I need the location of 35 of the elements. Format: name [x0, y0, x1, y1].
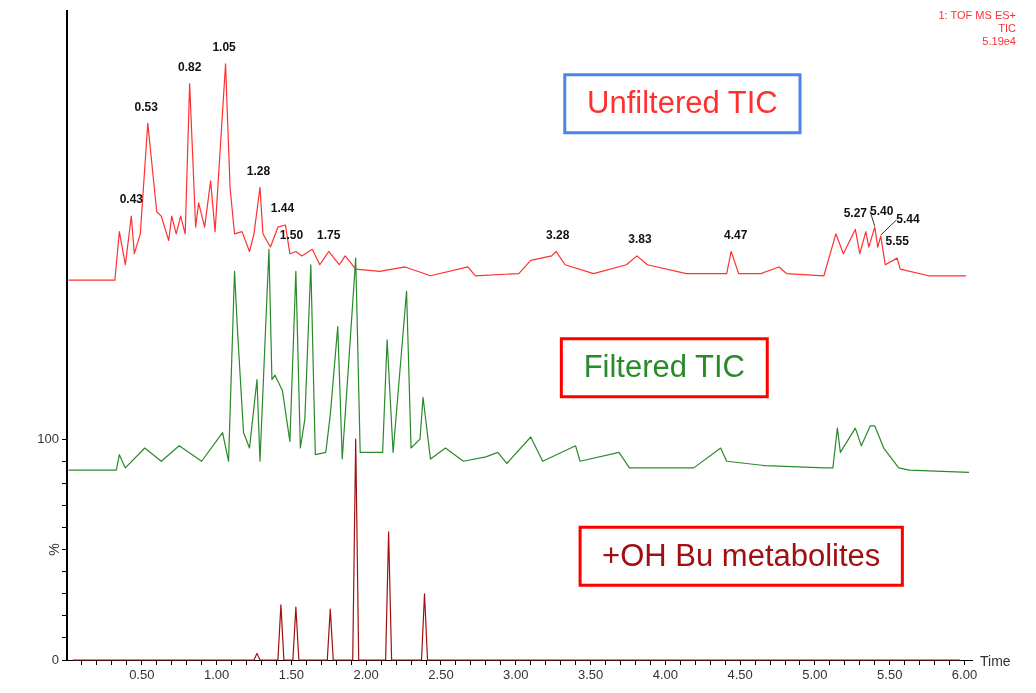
annotation: 0.82 [177, 59, 202, 74]
annotation: 5.55 [885, 234, 910, 249]
annotation: 1.44 [270, 201, 295, 216]
text: +OH Bu metabolites [602, 537, 881, 573]
annotation: 1.28 [246, 163, 271, 178]
annotation: 5.40 [870, 203, 894, 218]
x-tick-label: 1.50 [278, 667, 305, 683]
x-tick-label: 5.00 [802, 667, 828, 683]
x-tick-label: 4.50 [727, 667, 753, 683]
x-tick-label: 5.50 [877, 667, 903, 683]
y-axis-title: % [45, 543, 62, 556]
x-tick-label: 0.50 [129, 667, 155, 683]
annotation: 0.53 [134, 99, 159, 114]
x-tick-label: 1.00 [203, 667, 230, 683]
annotation: 5.27 [843, 205, 868, 220]
text: TIC [998, 21, 1017, 34]
annotation: 5.44 [896, 212, 921, 227]
text: Unfiltered TIC [587, 85, 778, 121]
x-tick-label: 2.00 [353, 667, 379, 683]
y-tick-label: 0 [51, 651, 59, 667]
y-tick-label: 100 [37, 430, 59, 446]
annotation: 4.47 [723, 227, 748, 242]
text: 5.19e4 [982, 34, 1016, 47]
x-axis-title: Time [980, 652, 1011, 669]
x-tick-label: 3.00 [503, 667, 529, 683]
x-tick-label: 2.50 [428, 667, 454, 683]
annotation: 1: TOF MS ES+ [938, 8, 1016, 21]
x-tick-label: 6.00 [951, 667, 978, 683]
annotation: 3.83 [628, 232, 652, 247]
annotation: 1.75 [317, 227, 341, 242]
x-tick-label: 4.00 [652, 667, 678, 683]
annotation: 1.05 [212, 40, 237, 55]
annotation: 3.28 [545, 227, 570, 242]
series-label: Filtered TIC [583, 349, 745, 385]
x-tick-label: 3.50 [577, 667, 604, 683]
